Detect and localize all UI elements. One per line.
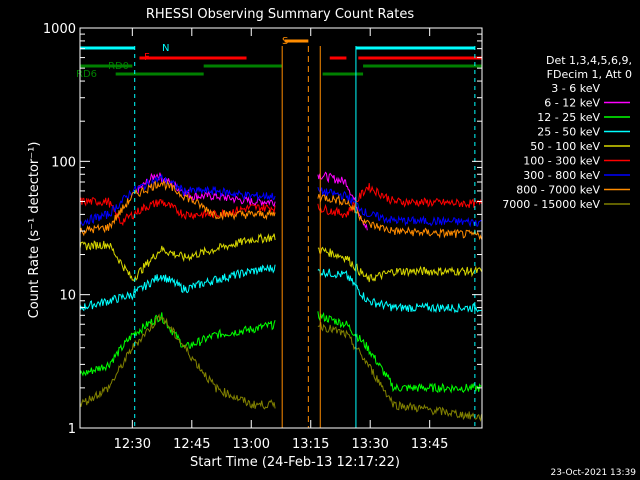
y-tick-label-2: 100 <box>51 155 76 170</box>
series-line-1 <box>137 171 368 231</box>
x-tick-label-2: 13:00 <box>233 437 270 452</box>
y-tick-label-1: 10 <box>59 289 76 304</box>
series-line-2 <box>79 311 482 394</box>
flag-label-s: S <box>282 36 288 47</box>
series-group <box>79 46 482 428</box>
axes: 12:30 12:45 13:00 13:15 13:30 13:45 1 10 100 1000 <box>43 22 483 452</box>
x-tick-label-1: 12:45 <box>173 437 210 452</box>
legend-label-2: 12 - 25 keV <box>537 111 600 124</box>
legend-label-7: 800 - 7000 keV <box>516 184 600 197</box>
legend-label-6: 300 - 800 keV <box>523 169 600 182</box>
legend-label-3: 25 - 50 keV <box>537 126 600 139</box>
x-axis-label: Start Time (24-Feb-13 12:17:22) <box>190 455 400 470</box>
series-line-5 <box>79 182 482 227</box>
plot-frame <box>79 27 483 429</box>
legend-label-5: 100 - 300 keV <box>523 155 600 168</box>
y-tick-label-3: 1000 <box>43 22 76 37</box>
series-line-4 <box>79 232 482 283</box>
series-line-8 <box>79 313 482 422</box>
series-line-3 <box>79 264 482 314</box>
legend-header-2: FDecim 1, Att 0 <box>547 68 632 81</box>
chart-title: RHESSI Observing Summary Count Rates <box>146 7 415 22</box>
legend-label-0: 3 - 6 keV <box>551 82 600 95</box>
y-axis-label: Count Rate (s⁻¹ detector⁻¹) <box>27 142 42 319</box>
flag-label-f: F <box>144 52 150 63</box>
y-tick-label-0: 1 <box>68 422 76 437</box>
x-tick-label-3: 13:15 <box>292 437 329 452</box>
series-line-7 <box>79 179 482 241</box>
legend-label-4: 50 - 100 keV <box>530 140 600 153</box>
flag-label-rd0: RD0 <box>108 61 129 72</box>
flag-bars: N F S RD0 RD6 <box>76 36 482 80</box>
x-tick-label-0: 12:30 <box>114 437 151 452</box>
series-line-6 <box>79 173 482 228</box>
legend-header-1: Det 1,3,4,5,6,9, <box>546 54 632 67</box>
legend-label-8: 7000 - 15000 keV <box>502 198 600 211</box>
flag-label-rd6: RD6 <box>76 69 97 80</box>
x-tick-label-4: 13:30 <box>351 437 388 452</box>
legend-label-1: 6 - 12 keV <box>544 97 600 110</box>
flag-label-n: N <box>162 43 169 54</box>
x-tick-label-5: 13:45 <box>411 437 448 452</box>
generated-timestamp: 23-Oct-2021 13:39 <box>551 468 637 478</box>
